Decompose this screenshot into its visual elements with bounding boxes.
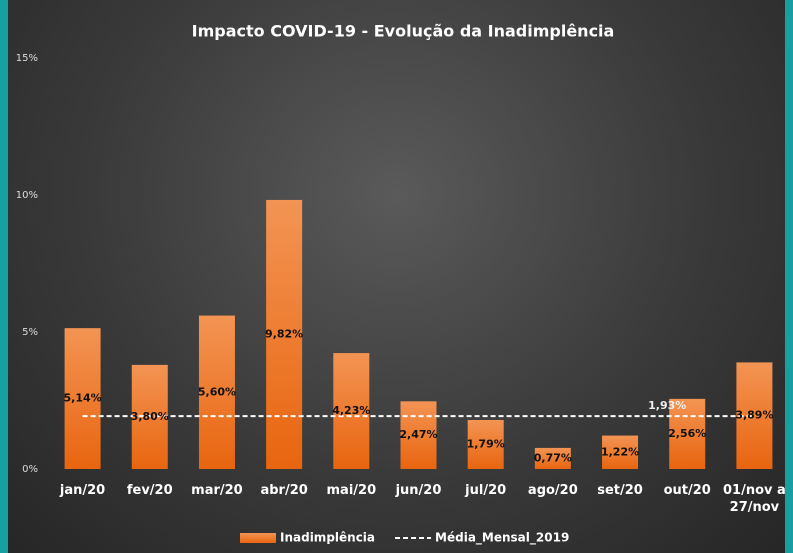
chart-panel: Impacto COVID-19 - Evolução da Inadimplê… [8, 0, 786, 553]
legend-label: Média_Mensal_2019 [435, 531, 569, 546]
data-label: 1,22% [601, 445, 639, 458]
x-tick-label: out/20 [663, 483, 711, 498]
chart-title: Impacto COVID-19 - Evolução da Inadimplê… [192, 22, 615, 41]
data-label: 5,14% [64, 392, 102, 405]
x-tick-label: mar/20 [191, 483, 243, 498]
data-label: 0,77% [534, 451, 572, 464]
bar [333, 353, 370, 469]
bar [266, 199, 303, 469]
x-tick-label: mai/20 [326, 483, 377, 498]
legend-label: Inadimplência [280, 531, 375, 545]
bar [602, 435, 639, 469]
x-tick-label: jul/20 [465, 483, 507, 498]
bar [400, 401, 437, 469]
legend-swatch [240, 533, 276, 543]
x-tick-label: jan/20 [59, 483, 106, 498]
data-label: 9,82% [265, 327, 303, 340]
x-tick-label: jun/20 [395, 483, 442, 498]
bar [467, 419, 504, 469]
data-label: 2,47% [399, 428, 437, 441]
chart: Impacto COVID-19 - Evolução da Inadimplê… [16, 22, 774, 546]
bar [534, 447, 571, 469]
bar [669, 398, 706, 469]
y-tick-label: 5% [22, 327, 38, 338]
x-tick-label: abr/20 [260, 483, 308, 498]
y-tick-label: 15% [16, 53, 38, 64]
y-tick-label: 0% [22, 464, 38, 475]
bar [64, 328, 101, 469]
data-label: 3,89% [735, 409, 773, 422]
y-tick-label: 10% [16, 190, 38, 201]
data-label: 1,79% [467, 437, 505, 450]
x-tick-label: 01/nov a 27/nov [723, 483, 786, 515]
data-label: 1,93% [648, 399, 686, 412]
data-label: 2,56% [668, 427, 706, 440]
data-label: 4,23% [332, 404, 370, 417]
x-tick-label: set/20 [597, 483, 643, 498]
bar [198, 315, 235, 469]
x-tick-label: ago/20 [527, 483, 578, 498]
data-label: 5,60% [198, 385, 236, 398]
x-tick-label: fev/20 [126, 483, 173, 498]
data-label: 3,80% [131, 410, 169, 423]
